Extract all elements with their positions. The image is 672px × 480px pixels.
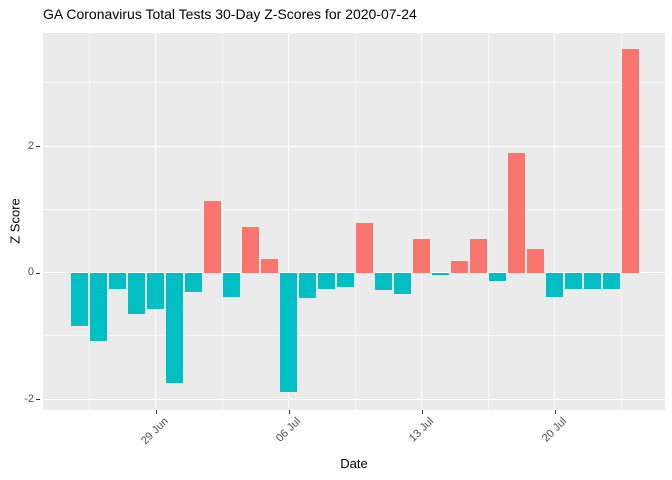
bar xyxy=(128,272,146,314)
bar xyxy=(584,272,602,289)
gridline-minor-v xyxy=(620,33,622,410)
y-tick-mark xyxy=(36,146,40,148)
bar xyxy=(71,272,89,326)
gridline-major-h xyxy=(43,272,665,274)
y-tick-label: 2 xyxy=(27,139,34,152)
chart-title: GA Coronavirus Total Tests 30-Day Z-Scor… xyxy=(43,6,417,22)
bar xyxy=(375,272,393,290)
bar xyxy=(280,272,298,392)
gridline-major-v xyxy=(421,33,423,410)
bar xyxy=(147,272,165,310)
y-tick-mark xyxy=(36,272,40,274)
gridline-major-v xyxy=(288,33,290,410)
bar xyxy=(527,248,545,273)
gridline-minor-h xyxy=(43,208,665,210)
y-tick-mark xyxy=(36,399,40,401)
bar xyxy=(166,272,184,383)
gridline-major-v xyxy=(554,33,556,410)
bar xyxy=(622,49,640,273)
gridline-minor-h xyxy=(43,82,665,84)
bar xyxy=(299,272,317,299)
gridline-minor-v xyxy=(354,33,356,410)
x-tick-mark xyxy=(155,410,157,414)
bar xyxy=(489,272,507,281)
bar xyxy=(565,272,583,289)
gridline-minor-v xyxy=(221,33,223,410)
y-tick-label: -2 xyxy=(24,392,34,405)
bar xyxy=(223,272,241,298)
plot-panel xyxy=(43,33,665,410)
bar xyxy=(318,272,336,290)
bar xyxy=(261,258,279,273)
x-tick-label: 29 Jun xyxy=(138,415,171,448)
x-tick-label: 06 Jul xyxy=(274,415,304,445)
bar xyxy=(546,272,564,297)
gridline-minor-h xyxy=(43,335,665,337)
bar xyxy=(185,272,203,292)
bar xyxy=(242,226,260,273)
x-axis-title: Date xyxy=(340,456,368,471)
bar xyxy=(109,272,127,289)
gridline-major-h xyxy=(43,398,665,400)
bar xyxy=(470,239,488,273)
x-tick-label: 13 Jul xyxy=(407,415,437,445)
bar xyxy=(356,222,374,273)
bar xyxy=(394,272,412,295)
bar xyxy=(90,272,108,342)
bar xyxy=(508,152,526,273)
gridline-major-h xyxy=(43,145,665,147)
bar xyxy=(451,261,469,273)
bar xyxy=(337,272,355,288)
bar xyxy=(413,239,431,273)
y-tick-label: 0 xyxy=(27,266,34,279)
bar xyxy=(204,201,222,273)
gridline-minor-v xyxy=(487,33,489,410)
x-tick-label: 20 Jul xyxy=(540,415,570,445)
gridline-minor-v xyxy=(88,33,90,410)
bar xyxy=(432,272,450,276)
gridline-major-v xyxy=(155,33,157,410)
y-axis-title: Z Score xyxy=(7,198,23,244)
x-tick-mark xyxy=(421,410,423,414)
x-tick-mark xyxy=(288,410,290,414)
bar xyxy=(603,272,621,289)
x-tick-mark xyxy=(554,410,556,414)
